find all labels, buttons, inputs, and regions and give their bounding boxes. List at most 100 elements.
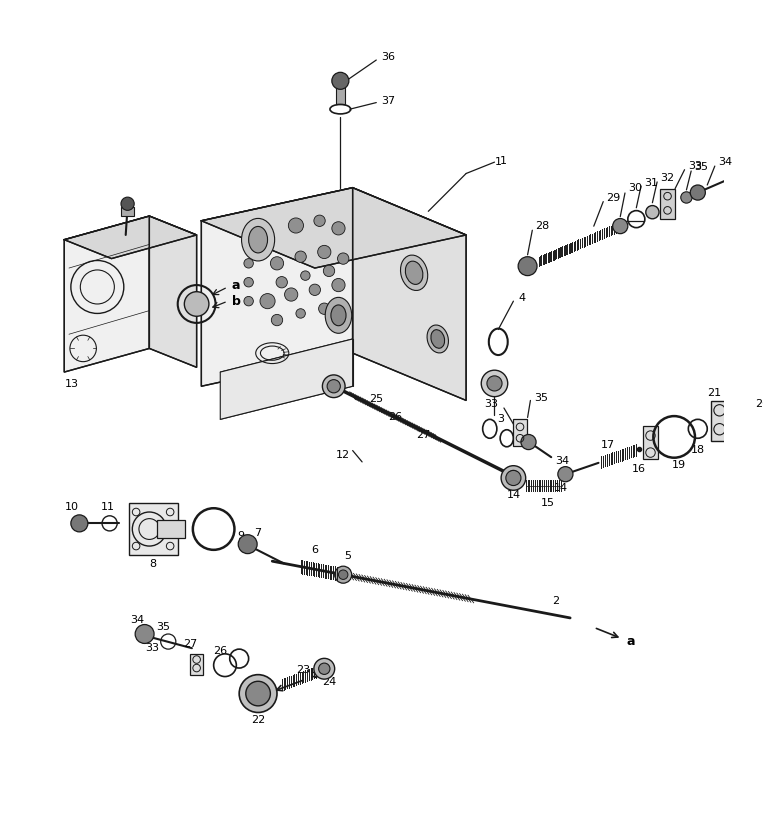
Circle shape <box>272 314 282 326</box>
Text: 12: 12 <box>336 450 350 460</box>
Text: 37: 37 <box>381 95 395 106</box>
Bar <box>513 419 526 446</box>
Bar <box>157 520 185 539</box>
Polygon shape <box>150 216 197 367</box>
Text: 14: 14 <box>507 490 520 500</box>
Text: 22: 22 <box>251 715 266 725</box>
Circle shape <box>521 434 536 450</box>
Circle shape <box>324 265 335 277</box>
Text: b: b <box>232 295 240 308</box>
Circle shape <box>504 467 523 486</box>
Circle shape <box>314 659 335 679</box>
Text: 28: 28 <box>535 221 549 232</box>
Text: 7: 7 <box>255 528 262 538</box>
Text: 9: 9 <box>237 530 244 541</box>
Circle shape <box>332 278 345 291</box>
Text: 33: 33 <box>485 399 498 409</box>
Circle shape <box>645 206 659 219</box>
Polygon shape <box>64 216 150 372</box>
Text: b: b <box>310 668 319 681</box>
Circle shape <box>288 218 304 233</box>
Text: 30: 30 <box>628 184 642 193</box>
Circle shape <box>339 570 348 579</box>
Circle shape <box>295 251 306 263</box>
Circle shape <box>337 253 349 264</box>
Text: 34: 34 <box>130 614 144 625</box>
Bar <box>643 426 658 459</box>
Ellipse shape <box>431 330 445 348</box>
Circle shape <box>327 379 340 392</box>
Circle shape <box>238 534 257 553</box>
Circle shape <box>681 192 692 203</box>
Circle shape <box>244 259 253 268</box>
Text: 16: 16 <box>633 463 646 473</box>
Text: 35: 35 <box>156 623 170 632</box>
Circle shape <box>317 246 331 259</box>
Ellipse shape <box>331 305 346 326</box>
Circle shape <box>239 675 277 712</box>
Ellipse shape <box>405 261 423 285</box>
Text: 33: 33 <box>145 643 159 653</box>
Text: 33: 33 <box>688 161 702 171</box>
Text: 10: 10 <box>65 503 79 512</box>
Text: 20: 20 <box>755 398 763 409</box>
Circle shape <box>185 291 209 317</box>
Circle shape <box>323 375 345 397</box>
Polygon shape <box>64 216 197 259</box>
Text: 17: 17 <box>601 441 615 450</box>
Circle shape <box>501 466 526 490</box>
Circle shape <box>506 470 521 486</box>
Text: 25: 25 <box>369 393 383 404</box>
Circle shape <box>260 294 275 308</box>
Text: 34: 34 <box>719 157 732 167</box>
Polygon shape <box>201 188 466 268</box>
Text: 35: 35 <box>534 392 548 402</box>
Text: 13: 13 <box>65 379 79 389</box>
Text: 14: 14 <box>554 483 568 494</box>
Circle shape <box>246 681 270 706</box>
Circle shape <box>332 73 349 89</box>
Text: a: a <box>627 635 636 648</box>
Circle shape <box>518 257 537 276</box>
Text: 11: 11 <box>101 503 114 512</box>
Circle shape <box>319 663 330 674</box>
Circle shape <box>332 222 345 235</box>
Text: a: a <box>232 278 240 291</box>
Text: 19: 19 <box>671 460 686 470</box>
Circle shape <box>558 467 573 481</box>
Ellipse shape <box>325 297 352 333</box>
Text: 18: 18 <box>691 445 705 455</box>
Text: 1: 1 <box>494 157 501 167</box>
Text: 35: 35 <box>694 162 708 172</box>
Circle shape <box>270 257 284 270</box>
Text: 6: 6 <box>311 545 318 556</box>
Bar <box>711 401 728 441</box>
Text: 1: 1 <box>501 156 507 166</box>
Polygon shape <box>201 188 353 386</box>
Polygon shape <box>353 188 466 401</box>
Text: 32: 32 <box>660 173 674 183</box>
Bar <box>190 654 203 675</box>
Bar <box>128 503 178 555</box>
Circle shape <box>487 376 502 391</box>
Circle shape <box>335 566 352 583</box>
Circle shape <box>244 296 253 306</box>
Circle shape <box>613 219 628 233</box>
Circle shape <box>276 277 288 288</box>
Text: 15: 15 <box>540 498 555 508</box>
Bar <box>336 86 345 104</box>
Text: 26: 26 <box>213 646 227 656</box>
Circle shape <box>135 624 154 644</box>
Ellipse shape <box>242 219 275 261</box>
Bar <box>660 188 675 219</box>
Text: 8: 8 <box>150 559 156 569</box>
Circle shape <box>730 406 747 424</box>
Polygon shape <box>221 339 353 419</box>
Ellipse shape <box>249 227 268 253</box>
Text: 26: 26 <box>388 412 402 423</box>
Text: 21: 21 <box>707 388 721 398</box>
Text: 3: 3 <box>497 415 504 424</box>
Circle shape <box>285 288 298 301</box>
Ellipse shape <box>427 325 449 353</box>
Text: 27: 27 <box>183 640 197 650</box>
